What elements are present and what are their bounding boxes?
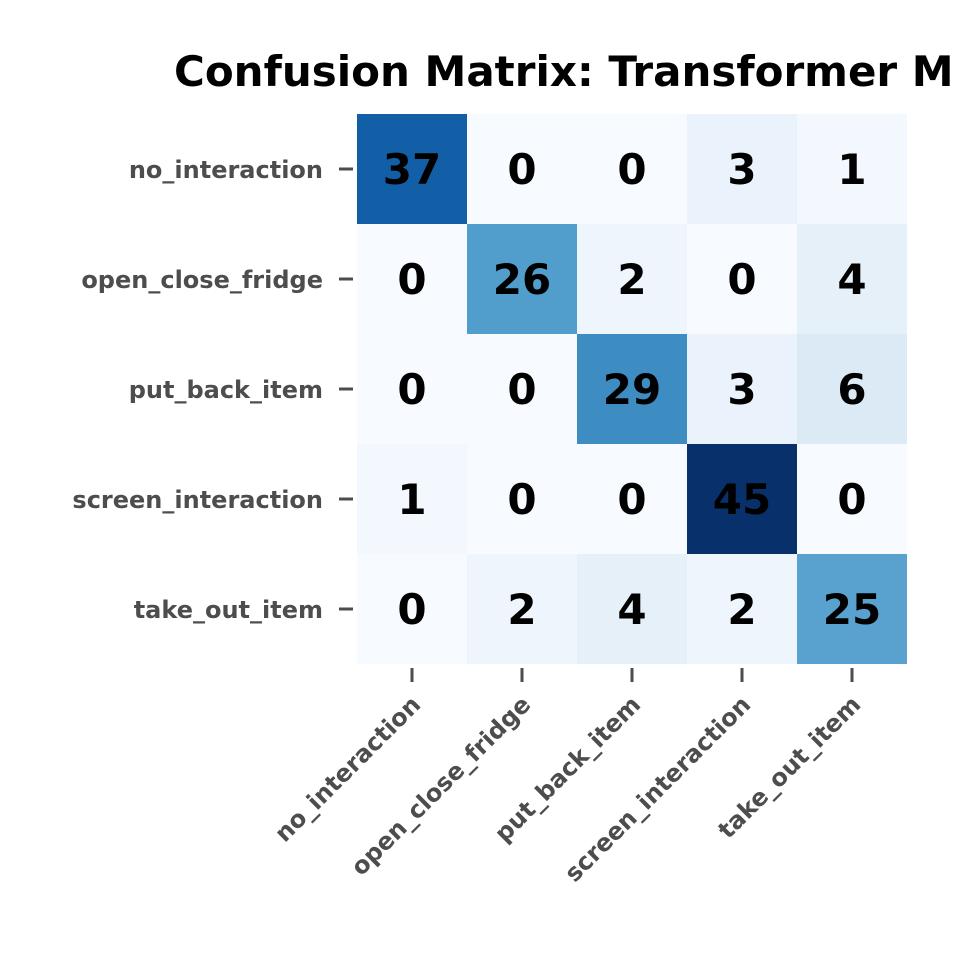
heatmap-cell-4-1 — [467, 554, 577, 664]
heatmap-cell-1-4 — [797, 224, 907, 334]
cell-value-label-3-4: 0 — [837, 475, 866, 524]
heatmap-cell-3-0 — [357, 444, 467, 554]
y-tick-label-4: take_out_item — [134, 596, 323, 624]
cell-value-label-4-3: 2 — [727, 585, 756, 634]
heatmap-cell-4-4 — [797, 554, 907, 664]
cell-value-label-2-3: 3 — [727, 365, 756, 414]
cell-value-label-0-1: 0 — [507, 145, 536, 194]
heatmap-cell-0-2 — [577, 114, 687, 224]
heatmap-cell-1-2 — [577, 224, 687, 334]
y-tick-label-1: open_close_fridge — [81, 266, 323, 294]
heatmap-cell-1-1 — [467, 224, 577, 334]
heatmap-cell-2-2 — [577, 334, 687, 444]
heatmap-cell-1-0 — [357, 224, 467, 334]
cell-value-label-1-2: 2 — [617, 255, 646, 304]
heatmap-cell-3-1 — [467, 444, 577, 554]
x-tick-label-3: screen_interaction — [559, 690, 756, 887]
cell-value-label-3-0: 1 — [397, 475, 426, 524]
x-axis-ticks: no_interactionopen_close_fridgeput_back_… — [269, 668, 866, 887]
cell-value-label-3-1: 0 — [507, 475, 536, 524]
y-tick-label-2: put_back_item — [129, 376, 323, 404]
cell-value-label-2-0: 0 — [397, 365, 426, 414]
cell-value-label-0-4: 1 — [837, 145, 866, 194]
heatmap-cell-0-0 — [357, 114, 467, 224]
heatmap-cell-0-1 — [467, 114, 577, 224]
cell-value-label-2-2: 29 — [603, 365, 661, 414]
x-tick-label-1: open_close_fridge — [346, 690, 537, 881]
heatmap-cells: 37 0 0 3 1 0 26 2 0 4 0 0 29 3 6 1 0 0 45 0 0 2 4 2 25 — [357, 114, 907, 664]
heatmap-cell-4-2 — [577, 554, 687, 664]
cell-value-label-1-3: 0 — [727, 255, 756, 304]
heatmap-cell-4-0 — [357, 554, 467, 664]
heatmap-cell-2-0 — [357, 334, 467, 444]
cell-value-label-1-4: 4 — [837, 255, 866, 304]
cell-value-label-3-3: 45 — [713, 475, 771, 524]
heatmap-cell-3-4 — [797, 444, 907, 554]
cell-value-label-4-4: 25 — [823, 585, 881, 634]
cell-value-label-0-0: 37 — [383, 145, 441, 194]
heatmap-cell-2-1 — [467, 334, 577, 444]
heatmap-cell-3-3 — [687, 444, 797, 554]
cell-value-label-4-1: 2 — [507, 585, 536, 634]
cell-value-label-2-1: 0 — [507, 365, 536, 414]
y-tick-label-3: screen_interaction — [72, 486, 323, 514]
heatmap-cell-4-3 — [687, 554, 797, 664]
chart-title: Confusion Matrix: Transformer M — [174, 47, 954, 96]
cell-value-label-1-1: 26 — [493, 255, 551, 304]
cell-value-label-4-2: 4 — [617, 585, 646, 634]
cell-value-label-0-2: 0 — [617, 145, 646, 194]
cell-value-label-0-3: 3 — [727, 145, 756, 194]
y-tick-label-0: no_interaction — [129, 156, 323, 184]
heatmap-cell-0-4 — [797, 114, 907, 224]
heatmap-cell-2-4 — [797, 334, 907, 444]
cell-value-label-3-2: 0 — [617, 475, 646, 524]
cell-value-label-2-4: 6 — [837, 365, 866, 414]
y-axis-ticks: no_interaction open_close_fridge put_back_… — [72, 156, 353, 624]
cell-value-label-4-0: 0 — [397, 585, 426, 634]
heatmap-cell-0-3 — [687, 114, 797, 224]
heatmap-cell-3-2 — [577, 444, 687, 554]
cell-value-label-1-0: 0 — [397, 255, 426, 304]
heatmap-cell-1-3 — [687, 224, 797, 334]
heatmap-cell-2-3 — [687, 334, 797, 444]
